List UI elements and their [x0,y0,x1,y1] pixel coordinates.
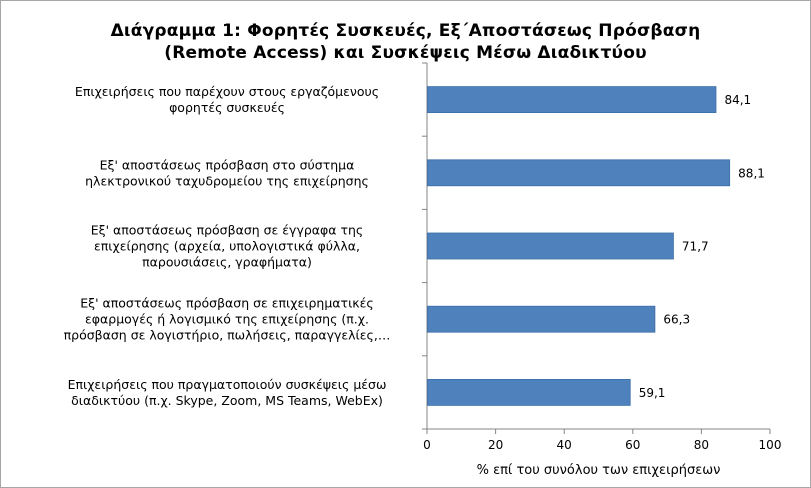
data-label: 71,7 [682,240,709,254]
x-axis-title: % επί του συνόλου των επιχειρήσεων [476,463,721,478]
category-label: Επιχειρήσεις που παρέχουν στους εργαζόμε… [75,84,379,99]
chart-title-line-1: Διάγραμμα 1: Φορητές Συσκευές, Εξ΄Αποστά… [110,21,701,41]
data-label: 59,1 [639,386,666,400]
x-tick-label: 20 [488,438,503,452]
category-label: εφαρμογές ή λογισμικό της επιχείρησης (π… [85,312,369,327]
bar [427,86,717,113]
x-tick-label: 0 [423,438,431,452]
category-label: Εξ' αποστάσεως πρόσβαση σε επιχειρηματικ… [80,296,374,311]
bar [427,159,731,187]
category-label: πρόσβαση σε λογιστήριο, πωλήσεις, παραγγ… [64,328,391,343]
x-tick-label: 40 [557,438,572,452]
x-tick-label: 60 [625,438,640,452]
x-tick-label: 80 [694,438,709,452]
category-label: Εξ' αποστάσεως πρόσβαση στο σύστημα [100,157,355,172]
bar [427,305,656,333]
data-label: 84,1 [724,93,751,107]
category-label: παρουσιάσεις, γραφήματα) [142,255,312,270]
category-label: ηλεκτρονικού ταχυδρομείου της επιχείρηση… [85,173,369,188]
x-tick-label: 100 [759,438,782,452]
chart-title-line-2: (Remote Access) και Συσκέψεις Μέσω Διαδι… [164,43,647,63]
data-label: 88,1 [738,166,765,180]
data-label: 66,3 [663,313,690,327]
category-label: επιχείρησης (αρχεία, υπολογιστικά φύλλα, [94,239,360,254]
bar [427,378,631,406]
category-label: Εξ' αποστάσεως πρόσβαση σε έγγραφα της [91,223,364,238]
category-label: φορητές συσκευές [169,100,285,115]
bar [427,232,674,260]
category-label: διαδικτύου (π.χ. Skype, Zoom, MS Teams, … [71,393,383,408]
category-label: Επιχειρήσεις που πραγματοποιούν συσκέψει… [68,377,387,392]
